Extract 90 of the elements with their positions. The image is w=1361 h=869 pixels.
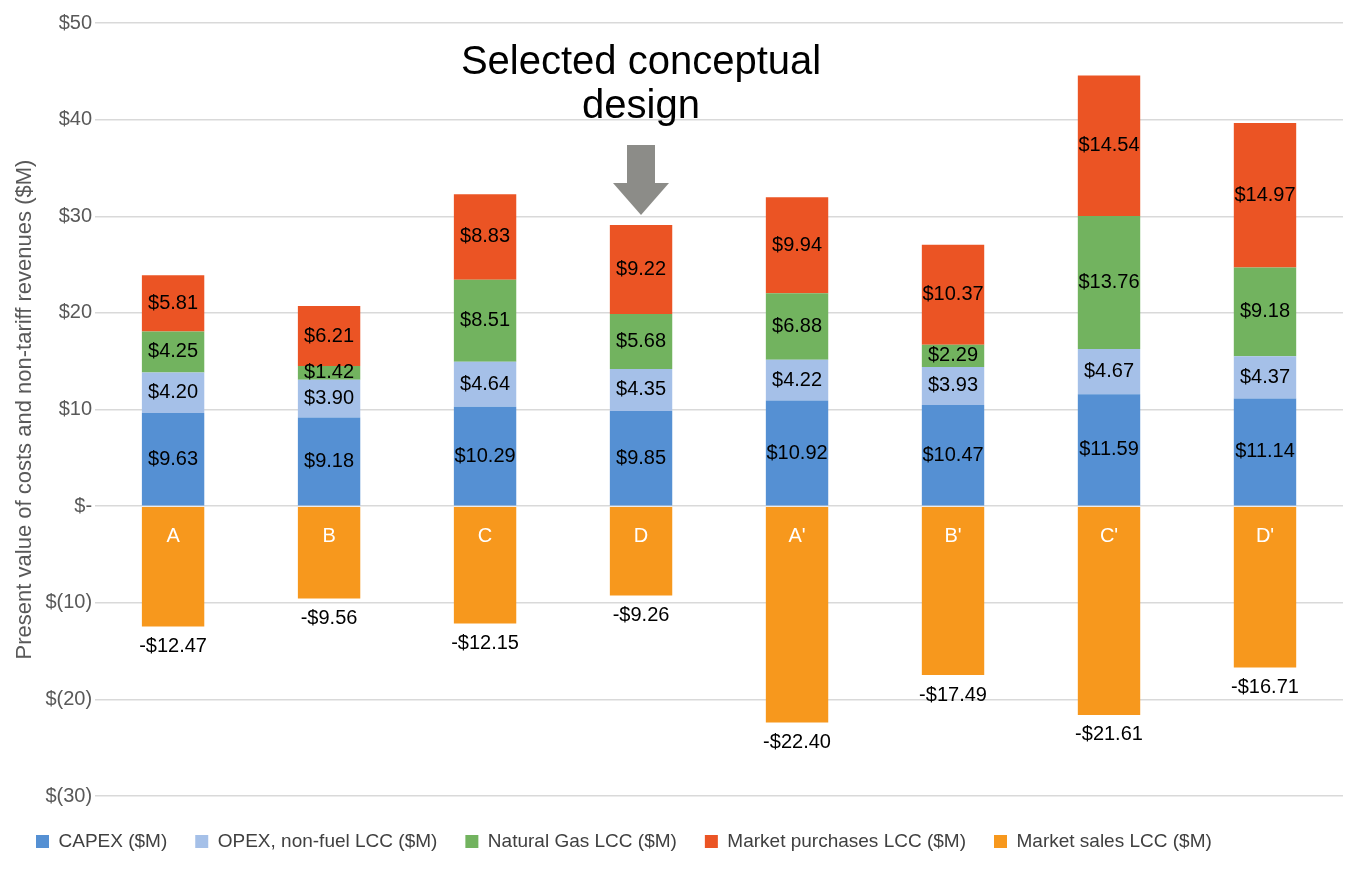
bar xyxy=(1233,398,1297,506)
bar xyxy=(921,404,985,506)
data-label: $2.29 xyxy=(928,343,979,366)
data-label: -$22.40 xyxy=(763,730,831,753)
y-tick-label: $(20) xyxy=(45,686,93,709)
data-label: $4.25 xyxy=(148,339,199,362)
y-tick-label: $40 xyxy=(58,107,93,130)
bar xyxy=(453,406,517,506)
y-tick-label: $(30) xyxy=(45,783,93,806)
data-label: $6.21 xyxy=(304,323,355,346)
data-label: -$12.15 xyxy=(451,631,519,654)
data-label: $6.88 xyxy=(772,314,823,337)
data-label: $4.20 xyxy=(148,380,199,403)
data-label: $8.83 xyxy=(460,224,511,247)
annotation: Selected conceptual design xyxy=(460,38,822,127)
data-label: $14.97 xyxy=(1234,182,1296,205)
bar xyxy=(921,506,985,676)
bar xyxy=(765,400,829,506)
bar xyxy=(141,413,205,506)
data-label: $4.22 xyxy=(772,367,823,390)
bar xyxy=(141,506,205,627)
bar xyxy=(453,279,517,362)
x-tick-label: C xyxy=(477,523,493,546)
bar xyxy=(297,506,361,599)
bar xyxy=(1233,122,1297,268)
x-tick-label: D xyxy=(633,523,649,546)
data-label: -$21.61 xyxy=(1075,722,1143,745)
bar xyxy=(453,506,517,624)
bar xyxy=(765,197,829,294)
data-label: $14.54 xyxy=(1078,133,1140,156)
data-label: $11.59 xyxy=(1079,437,1139,460)
x-tick-label: D' xyxy=(1255,523,1275,546)
bar xyxy=(453,194,517,280)
bar xyxy=(1077,75,1141,217)
data-label: $9.18 xyxy=(304,448,355,471)
data-label: $10.47 xyxy=(922,442,984,465)
bar xyxy=(609,410,673,506)
data-label: -$12.47 xyxy=(139,634,208,657)
data-label: -$9.56 xyxy=(300,606,358,629)
data-label: $10.92 xyxy=(766,440,828,463)
data-label: $4.64 xyxy=(460,371,511,394)
data-label: $10.37 xyxy=(922,282,984,305)
bar xyxy=(765,506,829,723)
data-label: -$9.26 xyxy=(612,603,670,626)
data-label: $1.42 xyxy=(304,360,355,383)
legend-label: OPEX, non-fuel LCC ($M) xyxy=(217,829,438,851)
x-tick-label: A xyxy=(166,523,181,546)
y-tick-label: $30 xyxy=(58,203,93,226)
data-label: $4.67 xyxy=(1083,359,1135,382)
y-tick-label: $50 xyxy=(58,10,93,33)
data-label: $5.81 xyxy=(148,290,199,313)
data-label: $8.51 xyxy=(460,308,511,331)
legend-label: Market sales LCC ($M) xyxy=(1016,829,1212,851)
data-label: $9.63 xyxy=(148,446,199,469)
bar xyxy=(921,244,985,345)
data-label: $10.29 xyxy=(454,443,516,466)
y-tick-label: $(10) xyxy=(45,590,93,613)
data-label: $5.68 xyxy=(616,328,667,351)
data-label: $13.76 xyxy=(1078,270,1140,293)
y-tick-label: $- xyxy=(74,493,93,516)
data-label: $3.93 xyxy=(928,373,979,396)
bar xyxy=(765,293,829,360)
data-label: $9.18 xyxy=(1239,299,1291,322)
data-label: -$16.71 xyxy=(1231,675,1299,698)
bar xyxy=(1077,506,1141,715)
data-label: $9.94 xyxy=(772,232,823,255)
bar xyxy=(1233,267,1297,357)
y-axis-title: Present value of costs and non-tariff revenues ($M) xyxy=(11,159,37,660)
bar xyxy=(1077,216,1141,350)
data-label: $4.35 xyxy=(616,377,667,400)
data-label: $4.37 xyxy=(1239,364,1291,387)
bar xyxy=(1233,506,1297,668)
data-label: $9.85 xyxy=(616,445,667,468)
data-label: $11.14 xyxy=(1235,439,1295,462)
legend-label: Market purchases LCC ($M) xyxy=(727,829,966,851)
bar xyxy=(609,224,673,315)
data-label: -$17.49 xyxy=(919,682,987,705)
y-tick-label: $20 xyxy=(58,300,93,323)
x-tick-label: B xyxy=(322,523,336,546)
bar xyxy=(297,417,361,506)
x-tick-label: A' xyxy=(788,523,806,546)
x-tick-label: B' xyxy=(944,523,962,546)
bar xyxy=(609,506,673,596)
legend-label: CAPEX ($M) xyxy=(58,829,168,851)
x-tick-label: C' xyxy=(1099,523,1119,546)
y-tick-label: $10 xyxy=(58,397,93,420)
data-label: $3.90 xyxy=(304,386,355,409)
data-label: $9.22 xyxy=(616,257,667,280)
legend-label: Natural Gas LCC ($M) xyxy=(487,829,677,851)
bar xyxy=(1077,394,1141,506)
